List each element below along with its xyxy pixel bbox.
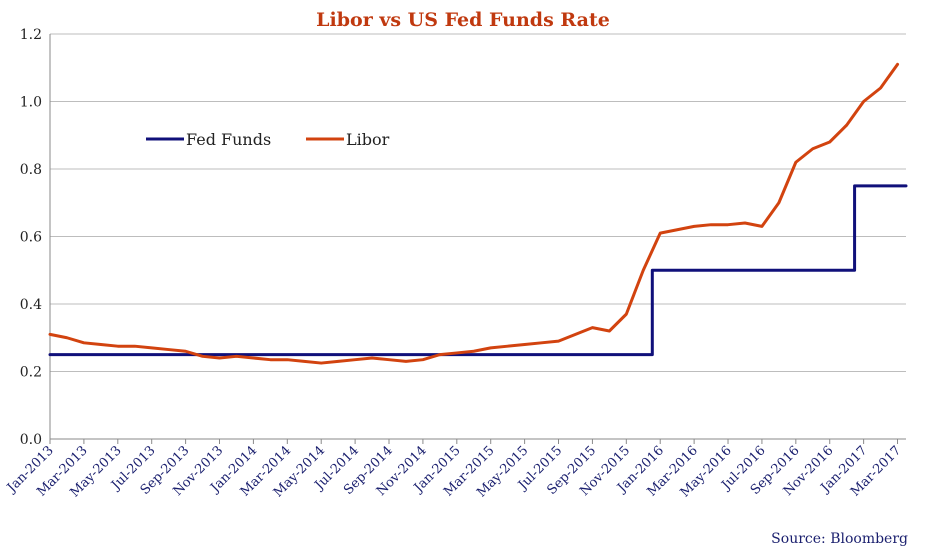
chart-title: Libor vs US Fed Funds Rate <box>316 9 610 31</box>
series-line-fed-funds <box>48 184 908 357</box>
y-tick-label: 0.4 <box>20 297 42 313</box>
axes <box>49 34 906 440</box>
legend-label: Fed Funds <box>186 130 271 149</box>
y-tick-label: 0.0 <box>20 432 42 448</box>
y-tick-label: 0.2 <box>20 365 42 381</box>
series-lines <box>48 62 908 365</box>
source-note: Source: Bloomberg <box>771 531 908 547</box>
y-tick-label: 0.8 <box>20 162 42 178</box>
gridlines <box>50 33 906 372</box>
y-tick-label: 1.2 <box>20 27 42 43</box>
y-tick-label: 0.6 <box>20 230 42 246</box>
legend-label: Libor <box>346 130 390 149</box>
x-tick-labels: Jan-2013Mar-2013May-2013Jul-2013Sep-2013… <box>3 439 904 500</box>
series-line-libor <box>48 62 900 365</box>
y-tick-label: 1.0 <box>20 95 42 111</box>
legend: Fed Funds Libor <box>146 130 390 149</box>
y-tick-labels: 0.0 0.2 0.4 0.6 0.8 1.0 1.2 <box>20 27 42 448</box>
